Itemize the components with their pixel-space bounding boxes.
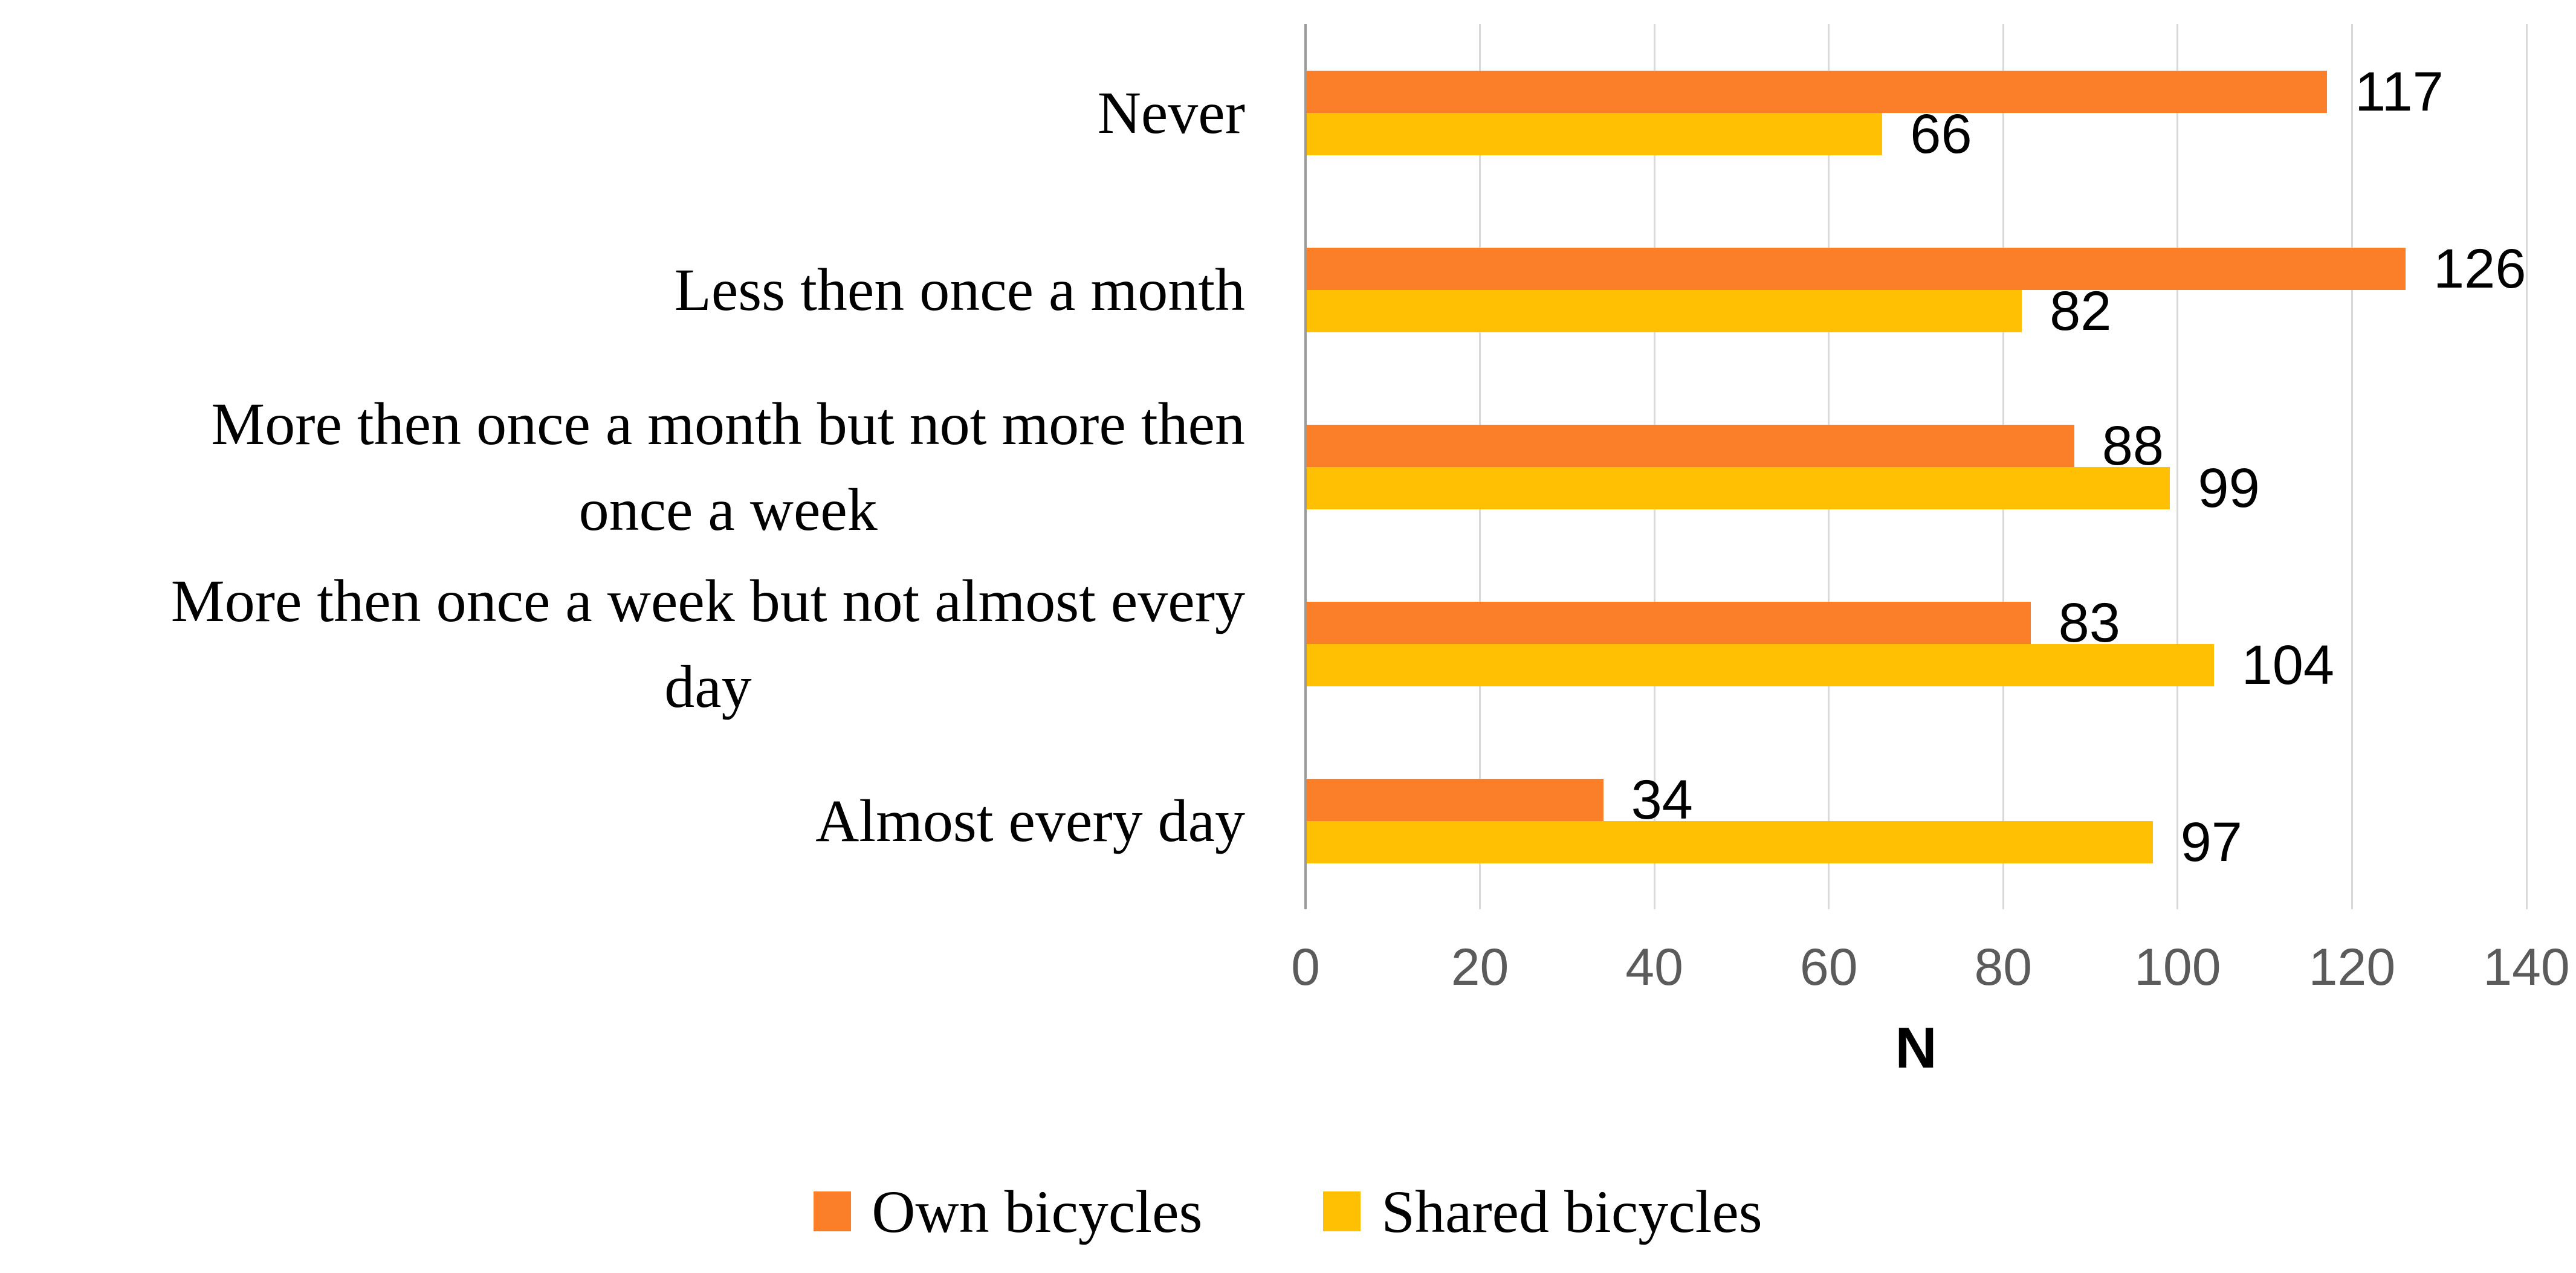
gridline [2351, 24, 2353, 909]
bar-shared-bicycles [1307, 289, 2022, 332]
bar-own-bicycles [1307, 247, 2406, 290]
tick-label: 120 [2308, 938, 2396, 996]
value-label: 117 [2355, 60, 2444, 123]
category-label: More then once a week but not almost eve… [170, 567, 1245, 720]
category-label-row: Less then once a month [0, 201, 1245, 378]
value-label: 104 [2241, 634, 2335, 696]
value-label: 126 [2433, 237, 2526, 300]
bar-shared-bicycles [1307, 466, 2170, 509]
value-label: 82 [2050, 280, 2112, 342]
tick-label: 20 [1451, 938, 1509, 996]
tick-label: 80 [1974, 938, 2033, 996]
legend-label: Own bicycles [872, 1178, 1203, 1245]
gridline [2525, 24, 2528, 909]
value-axis-line [1304, 24, 1307, 909]
legend-item: Shared bicycles [1323, 1177, 1762, 1246]
legend: Own bicycles Shared bicycles [0, 1166, 2576, 1257]
x-axis-title: N [1895, 1016, 1937, 1080]
category-label: Never [1097, 79, 1245, 146]
value-label: 66 [1910, 103, 1972, 165]
legend-item: Own bicycles [814, 1177, 1202, 1246]
bar-shared-bicycles [1307, 112, 1883, 155]
bar-shared-bicycles [1307, 820, 2153, 863]
category-label: Less then once a month [674, 256, 1245, 323]
bar-shared-bicycles [1307, 643, 2214, 686]
category-label: More then once a month but not more then… [211, 390, 1245, 543]
category-label: Almost every day [815, 787, 1245, 854]
legend-label: Shared bicycles [1381, 1178, 1762, 1245]
legend-swatch [814, 1191, 852, 1231]
value-label: 34 [1631, 769, 1693, 831]
bar-own-bicycles [1307, 778, 1604, 821]
category-label-row: More then once a month but not more then… [0, 378, 1245, 555]
category-label-row: Never [0, 24, 1245, 201]
bar-own-bicycles [1307, 601, 2031, 644]
tick-label: 0 [1291, 938, 1320, 996]
value-label: 83 [2058, 591, 2120, 654]
gridline [2176, 24, 2179, 909]
value-label: 99 [2198, 457, 2260, 519]
value-label: 97 [2180, 811, 2242, 873]
category-label-row: Almost every day [0, 732, 1245, 909]
tick-label: 100 [2134, 938, 2221, 996]
tick-label: 140 [2483, 938, 2570, 996]
tick-label: 40 [1625, 938, 1683, 996]
bar-own-bicycles [1307, 424, 2074, 467]
bar-own-bicycles [1307, 70, 2328, 113]
legend-swatch [1323, 1191, 1361, 1231]
category-label-row: More then once a week but not almost eve… [0, 555, 1245, 732]
value-label: 88 [2102, 414, 2164, 477]
tick-label: 60 [1799, 938, 1858, 996]
